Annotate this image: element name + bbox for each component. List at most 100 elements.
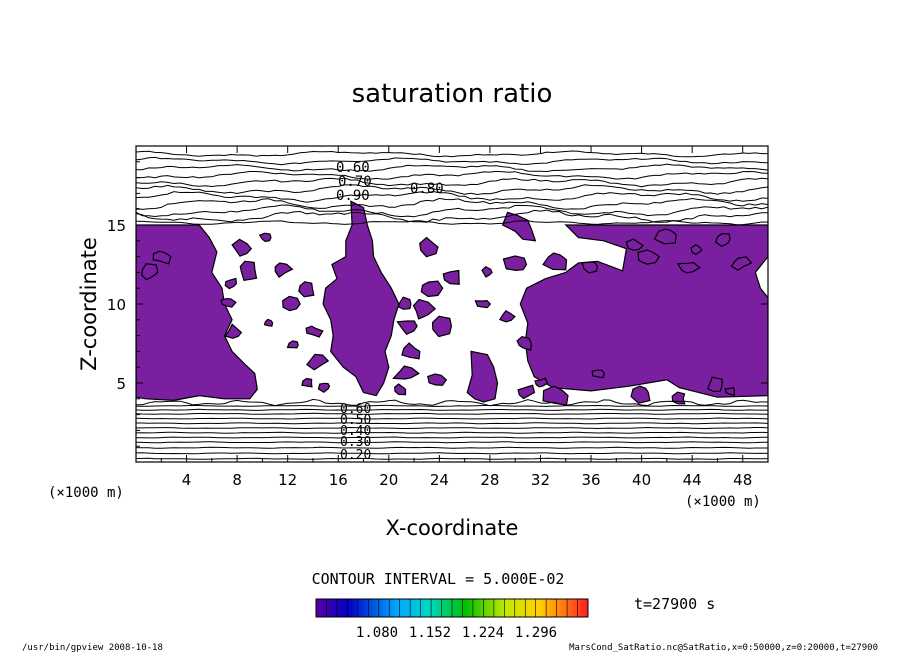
cloud-speck <box>220 298 237 308</box>
contour-line-lower <box>136 452 768 455</box>
cloud-speck <box>301 377 313 388</box>
footer-right: MarsCond_SatRatio.nc@SatRatio,x=0:50000,… <box>569 643 878 653</box>
y-axis-label: Z-coordinate <box>77 237 101 371</box>
plot-area <box>136 150 768 460</box>
x-tick-label: 36 <box>581 471 600 489</box>
cloud-speck <box>499 310 516 323</box>
cloud-speck <box>258 232 272 243</box>
contour-label-0.20-lower: 0.20 <box>340 448 371 463</box>
contour-label-0.80-upper: 0.80 <box>410 181 444 197</box>
cloud-speck <box>534 377 549 388</box>
contour-label-0.70-upper: 0.70 <box>338 174 372 190</box>
cloud-speck <box>625 238 644 251</box>
cloud-speck <box>282 295 301 312</box>
cloud-speck <box>419 236 439 258</box>
x-tick-label: 12 <box>278 471 297 489</box>
contour-line-lower <box>136 446 768 449</box>
colorbar-ticks <box>326 599 578 617</box>
supersaturation-fill <box>136 200 768 406</box>
contour-line-upper <box>136 197 768 210</box>
cloud-speck <box>481 265 493 278</box>
cloud-speck <box>427 373 448 386</box>
cloud-speck <box>231 238 253 257</box>
contour-interval-text: CONTOUR INTERVAL = 5.000E-02 <box>312 570 565 588</box>
cloud-speck <box>394 383 407 396</box>
cloud-speck <box>305 325 324 338</box>
cloud-speck <box>516 335 532 351</box>
cloud-region-tuft <box>501 211 537 242</box>
cloud-speck <box>420 280 444 298</box>
cloud-speck <box>677 261 701 274</box>
cloud-speck <box>224 277 238 290</box>
contour-line-lower <box>136 404 768 407</box>
cloud-speck <box>671 391 686 405</box>
colorbar-tick-3: 1.296 <box>515 625 557 641</box>
x-tick-label: 20 <box>379 471 398 489</box>
cloud-speck <box>274 262 294 278</box>
contour-line-lower <box>136 422 768 425</box>
contour-line-lower <box>136 408 768 411</box>
x-tick-label: 24 <box>430 471 449 489</box>
contour-line-lower <box>136 457 768 460</box>
x-unit-label: (×1000 m) <box>685 494 761 510</box>
colorbar-tick-0: 1.080 <box>356 625 398 641</box>
contour-line-upper <box>136 156 768 166</box>
cloud-speck <box>401 342 421 360</box>
colorbar-tick-2: 1.224 <box>462 625 504 641</box>
contour-line-lower <box>136 436 768 439</box>
contour-label-0.90-upper: 0.90 <box>336 188 370 204</box>
footer-left: /usr/bin/gpview 2008-10-18 <box>22 643 163 653</box>
cloud-speck <box>431 315 453 338</box>
contour-line-base <box>136 398 768 407</box>
x-tick-label: 8 <box>232 471 242 489</box>
x-tick-label: 48 <box>733 471 752 489</box>
contour-line-lower <box>136 417 768 420</box>
cloud-speck <box>397 296 412 310</box>
chart-title: saturation ratio <box>352 79 553 109</box>
cloud-speck <box>690 243 703 256</box>
cloud-speck <box>306 353 330 371</box>
cloud-speck <box>392 365 420 380</box>
cloud-speck <box>474 299 492 309</box>
contour-label-0.60-upper: 0.60 <box>336 160 370 176</box>
contour-lines <box>136 150 768 460</box>
cloud-speck <box>239 260 258 281</box>
cloud-region-small <box>466 350 499 403</box>
contour-label-0.30-lower: 0.30 <box>340 435 371 450</box>
contour-line-upper <box>136 170 768 180</box>
y-axis: 5 10 15 <box>107 161 768 447</box>
time-label: t=27900 s <box>634 595 715 613</box>
contour-line-lower <box>136 412 768 415</box>
contour-line-upper <box>136 163 768 173</box>
cloud-speck <box>517 384 536 400</box>
cloud-speck <box>286 340 299 349</box>
contour-line-upper <box>136 150 768 158</box>
x-axis: 4 8 12 16 20 24 28 32 36 40 44 48 <box>160 146 752 489</box>
contour-line-upper <box>136 209 768 223</box>
cloud-speck <box>653 228 677 245</box>
contour-labels: 0.60 0.70 0.90 0.80 0.60 0.50 0.40 0.30 … <box>336 160 444 463</box>
cloud-speck <box>141 263 159 281</box>
cloud-speck <box>581 261 598 274</box>
cloud-speck <box>152 250 172 265</box>
cloud-speck <box>542 252 568 271</box>
x-tick-label: 16 <box>329 471 348 489</box>
cloud-speck <box>442 269 460 285</box>
colorbar-tick-1: 1.152 <box>409 625 451 641</box>
cloud-speck <box>630 385 651 404</box>
cloud-speck <box>707 376 723 392</box>
contour-line-lower <box>136 441 768 444</box>
cloud-speck <box>730 256 753 271</box>
contour-line-upper <box>136 177 768 188</box>
cloud-speck <box>714 232 731 247</box>
cloud-region-center <box>322 200 400 397</box>
cloud-speck <box>263 318 274 327</box>
x-axis-label: X-coordinate <box>386 516 519 540</box>
x-tick-label: 44 <box>683 471 702 489</box>
cloud-speck <box>724 386 735 396</box>
cloud-speck <box>396 320 418 336</box>
x-tick-label: 28 <box>480 471 499 489</box>
x-tick-label: 40 <box>632 471 651 489</box>
cloud-speck <box>591 369 605 379</box>
